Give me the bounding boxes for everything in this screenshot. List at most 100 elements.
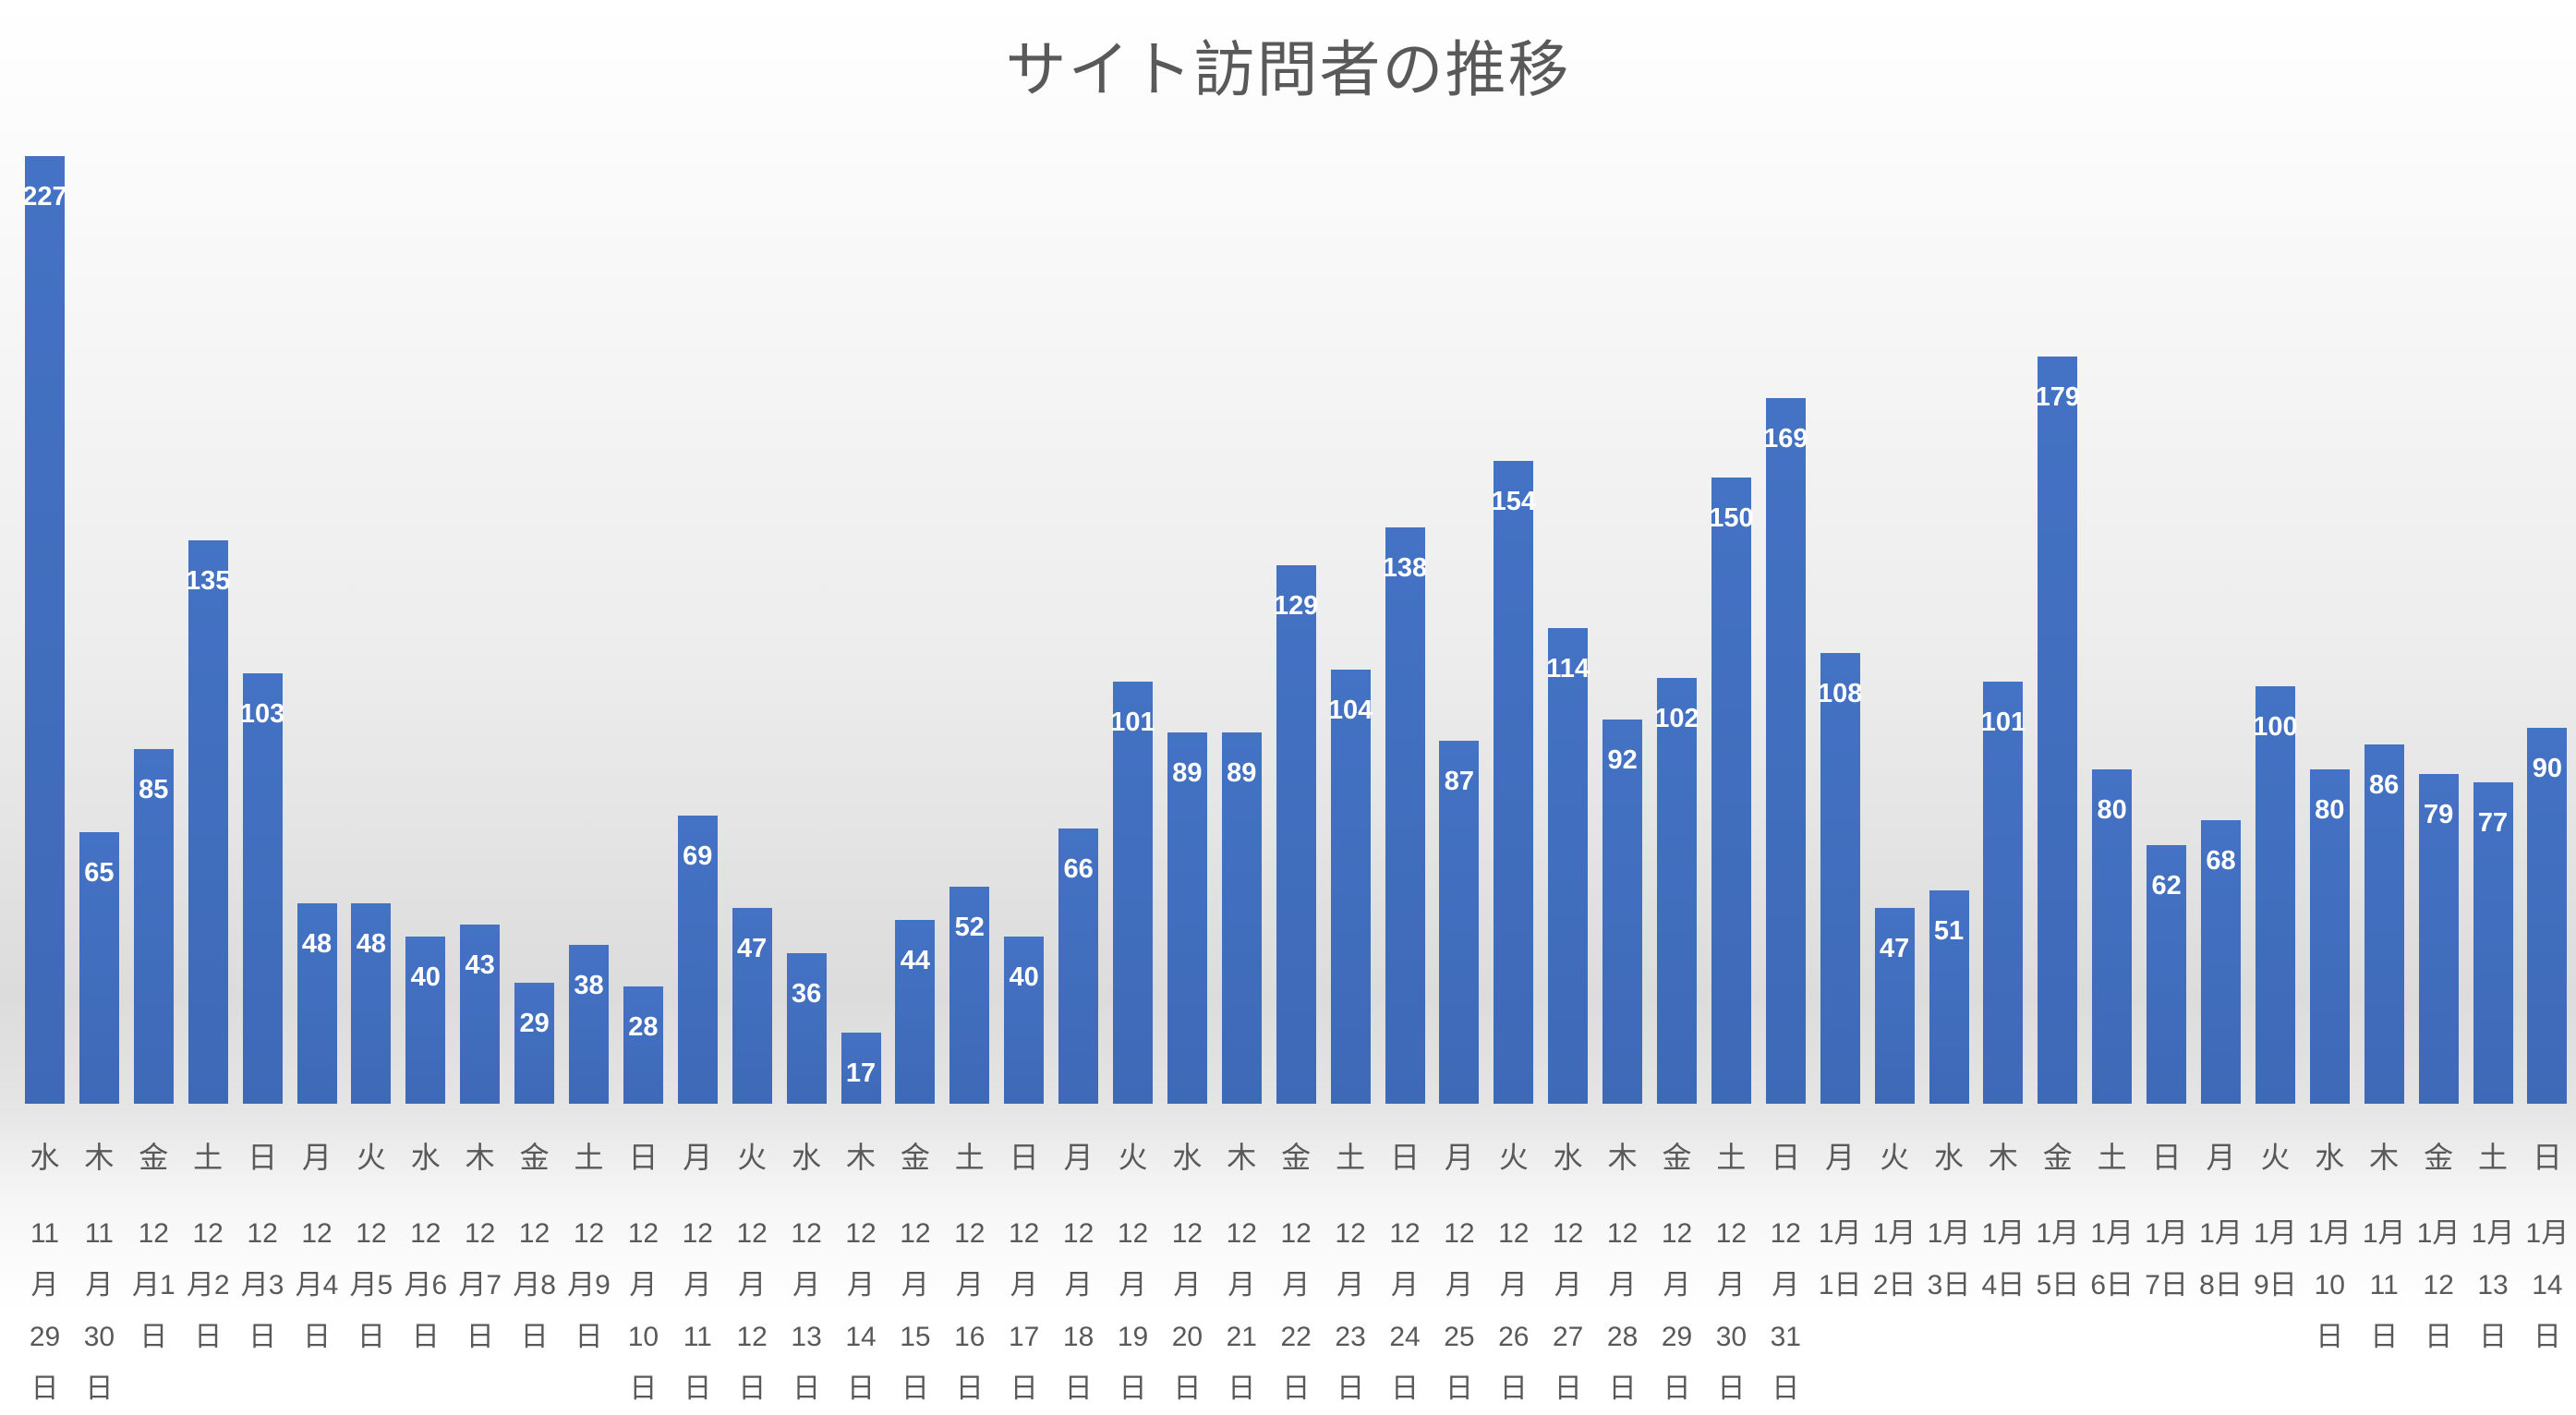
date-tick-label: 12月25日 bbox=[1444, 1218, 1475, 1404]
date-tick-label: 1月6日 bbox=[2090, 1218, 2135, 1300]
bar-7 bbox=[405, 937, 446, 1104]
bar-43 bbox=[2364, 744, 2404, 1104]
bar-40 bbox=[2201, 819, 2241, 1104]
data-label-28: 114 bbox=[1546, 653, 1590, 683]
date-tick-label: 12月5日 bbox=[349, 1218, 393, 1352]
weekday-tick-label: 水 bbox=[30, 1141, 60, 1174]
weekday-tick-label: 土 bbox=[1716, 1141, 1747, 1174]
date-tick-label: 11月29日 bbox=[29, 1218, 61, 1404]
weekday-tick-label: 月 bbox=[683, 1141, 713, 1174]
date-tick-label: 1月13日 bbox=[2471, 1218, 2515, 1352]
bar-20 bbox=[1113, 682, 1153, 1104]
data-label-0: 227 bbox=[22, 181, 67, 212]
bar-23 bbox=[1276, 564, 1316, 1104]
date-tick-label: 11月30日 bbox=[83, 1218, 115, 1404]
bar-29 bbox=[1602, 720, 1643, 1104]
weekday-tick-label: 金 bbox=[1662, 1141, 1692, 1174]
bar-1 bbox=[79, 832, 119, 1104]
weekday-tick-label: 木 bbox=[84, 1141, 115, 1174]
data-label-29: 92 bbox=[1607, 745, 1638, 776]
data-label-17: 52 bbox=[954, 912, 985, 942]
bar-46 bbox=[2527, 728, 2568, 1104]
data-label-46: 90 bbox=[2532, 754, 2563, 784]
bar-37 bbox=[2038, 356, 2078, 1104]
data-label-43: 86 bbox=[2369, 770, 2400, 801]
weekday-tick-label: 土 bbox=[954, 1141, 985, 1174]
data-label-32: 169 bbox=[1763, 423, 1808, 454]
date-tick-label: 1月1日 bbox=[1818, 1218, 1862, 1300]
bar-27 bbox=[1494, 460, 1534, 1104]
weekday-tick-label: 月 bbox=[1825, 1141, 1856, 1174]
data-label-20: 101 bbox=[1110, 708, 1155, 738]
date-tick-label: 1月3日 bbox=[1927, 1218, 1971, 1300]
bar-4 bbox=[242, 673, 283, 1104]
date-tick-label: 1月2日 bbox=[1872, 1218, 1917, 1300]
data-label-35: 51 bbox=[1933, 916, 1965, 947]
data-label-8: 43 bbox=[465, 949, 495, 980]
weekday-tick-label: 火 bbox=[1498, 1141, 1529, 1174]
date-tick-label: 12月28日 bbox=[1606, 1218, 1639, 1404]
weekday-tick-label: 水 bbox=[1553, 1141, 1583, 1174]
date-tick-label: 1月8日 bbox=[2199, 1218, 2243, 1300]
weekday-tick-label: 日 bbox=[2532, 1141, 2562, 1174]
date-tick-label: 12月13日 bbox=[791, 1218, 822, 1404]
weekday-tick-label: 金 bbox=[2042, 1141, 2073, 1174]
date-tick-label: 12月17日 bbox=[1009, 1218, 1040, 1404]
date-tick-label: 12月12日 bbox=[736, 1218, 768, 1404]
weekday-tick-label: 日 bbox=[1009, 1141, 1039, 1174]
data-label-37: 179 bbox=[2035, 381, 2080, 412]
bar-38 bbox=[2092, 769, 2133, 1104]
weekday-tick-label: 土 bbox=[2097, 1141, 2127, 1174]
bar-5 bbox=[296, 903, 337, 1104]
data-label-36: 101 bbox=[1980, 708, 2026, 738]
data-label-24: 104 bbox=[1327, 695, 1373, 725]
date-tick-label: 12月20日 bbox=[1171, 1218, 1203, 1404]
data-label-2: 85 bbox=[139, 774, 169, 804]
weekday-tick-label: 火 bbox=[1880, 1141, 1910, 1174]
data-label-6: 48 bbox=[356, 929, 387, 959]
data-label-1: 65 bbox=[84, 858, 115, 889]
weekday-tick-label: 金 bbox=[519, 1141, 550, 1174]
bar-42 bbox=[2309, 769, 2350, 1104]
data-label-26: 87 bbox=[1444, 766, 1475, 796]
bar-25 bbox=[1385, 527, 1425, 1104]
date-tick-label: 12月3日 bbox=[240, 1218, 284, 1352]
bar-32 bbox=[1765, 397, 1806, 1104]
weekday-tick-label: 月 bbox=[301, 1141, 332, 1174]
weekday-tick-label: 土 bbox=[1336, 1141, 1366, 1174]
weekday-tick-label: 日 bbox=[628, 1141, 659, 1174]
bar-41 bbox=[2255, 685, 2295, 1104]
data-label-15: 17 bbox=[845, 1058, 877, 1089]
bar-18 bbox=[1004, 937, 1045, 1104]
weekday-tick-label: 木 bbox=[845, 1141, 876, 1174]
date-tick-label: 1月12日 bbox=[2416, 1218, 2461, 1352]
date-tick-label: 12月9日 bbox=[567, 1218, 611, 1352]
data-label-12: 69 bbox=[683, 841, 713, 872]
date-tick-label: 12月27日 bbox=[1553, 1218, 1584, 1404]
data-label-5: 48 bbox=[301, 929, 333, 959]
bar-39 bbox=[2147, 844, 2187, 1104]
data-label-41: 100 bbox=[2253, 711, 2298, 742]
weekday-tick-label: 水 bbox=[410, 1141, 441, 1174]
bar-35 bbox=[1929, 890, 1969, 1104]
date-tick-label: 12月11日 bbox=[682, 1218, 713, 1404]
data-label-3: 135 bbox=[185, 565, 231, 596]
bar-0 bbox=[25, 155, 65, 1104]
data-label-11: 28 bbox=[628, 1012, 659, 1043]
weekday-tick-label: 水 bbox=[1933, 1141, 1964, 1174]
date-tick-label: 12月24日 bbox=[1389, 1218, 1421, 1404]
weekday-tick-label: 木 bbox=[465, 1141, 495, 1174]
date-tick-label: 12月7日 bbox=[458, 1218, 502, 1352]
bar-3 bbox=[187, 539, 228, 1104]
date-tick-label: 12月8日 bbox=[513, 1218, 556, 1352]
weekday-tick-label: 火 bbox=[356, 1141, 386, 1174]
weekday-tick-label: 土 bbox=[574, 1141, 604, 1174]
date-tick-label: 12月2日 bbox=[186, 1218, 230, 1352]
bar-6 bbox=[351, 903, 392, 1104]
bar-13 bbox=[732, 907, 772, 1104]
bar-45 bbox=[2473, 781, 2513, 1104]
date-tick-label: 1月7日 bbox=[2145, 1218, 2188, 1300]
bar-34 bbox=[1874, 907, 1915, 1104]
bar-31 bbox=[1711, 477, 1751, 1104]
weekday-tick-label: 月 bbox=[1444, 1141, 1474, 1174]
